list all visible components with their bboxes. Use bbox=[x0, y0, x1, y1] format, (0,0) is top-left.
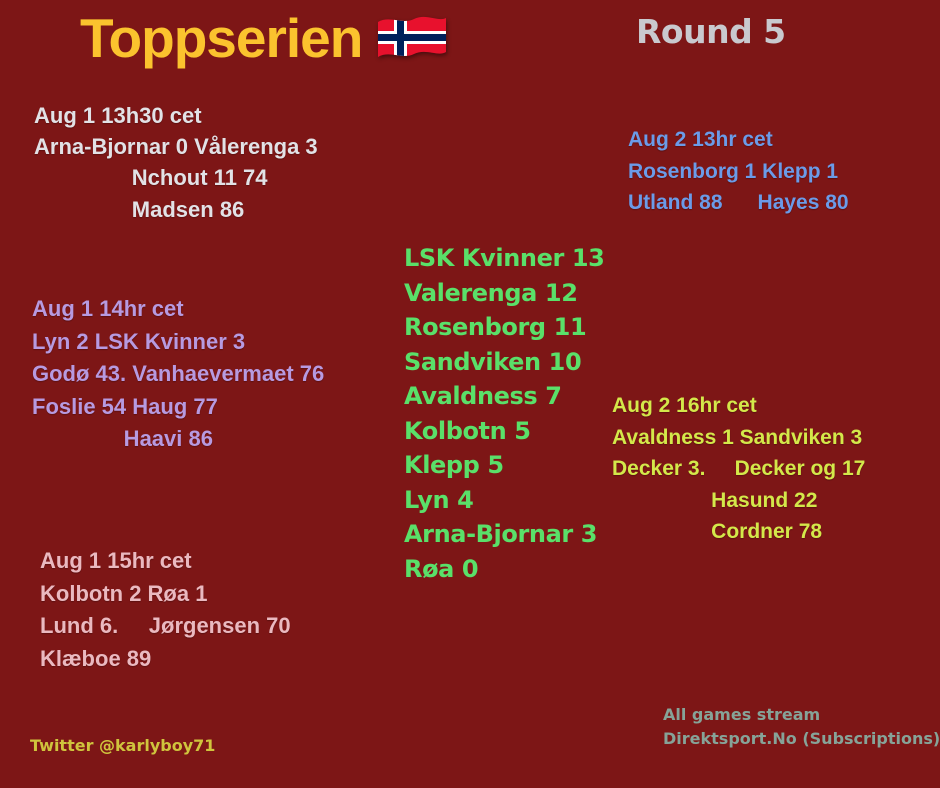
standings-row: Lyn 4 bbox=[404, 485, 474, 514]
page-title: Toppserien bbox=[80, 7, 363, 69]
stream-note-line2: Direktsport.No (Subscriptions) bbox=[663, 729, 940, 748]
standings-row: Rosenborg 11 bbox=[404, 313, 587, 342]
match-line: Aug 1 13h30 cet bbox=[34, 103, 202, 128]
standings-row: Sandviken 10 bbox=[404, 347, 582, 376]
match-line: Aug 1 15hr cet bbox=[40, 548, 192, 573]
twitter-handle: Twitter @karlyboy71 bbox=[30, 736, 216, 755]
stream-note: All games stream Direktsport.No (Subscri… bbox=[663, 703, 940, 751]
round-label: Round 5 bbox=[636, 12, 786, 51]
title-row: Toppserien bbox=[80, 6, 448, 70]
norway-flag-icon bbox=[376, 13, 448, 63]
match-line: Hasund 22 bbox=[612, 488, 818, 512]
match-line: Avaldness 1 Sandviken 3 bbox=[612, 425, 863, 449]
match-line: Kolbotn 2 Røa 1 bbox=[40, 580, 208, 606]
match-line: Madsen 86 bbox=[34, 196, 245, 222]
match-line: Godø 43. Vanhaevermaet 76 bbox=[32, 361, 325, 387]
match-block-avaldness-sandviken: Aug 2 16hr cet Avaldness 1 Sandviken 3 D… bbox=[612, 390, 865, 548]
match-block-rosenborg-klepp: Aug 2 13hr cet Rosenborg 1 Klepp 1 Utlan… bbox=[628, 124, 849, 219]
standings-row: Avaldness 7 bbox=[404, 382, 562, 411]
match-block-lyn-lsk-kvinner: Aug 1 14hr cet Lyn 2 LSK Kvinner 3 Godø … bbox=[32, 293, 324, 456]
match-line: Foslie 54 Haug 77 bbox=[32, 393, 218, 419]
standings-row: Arna-Bjornar 3 bbox=[404, 520, 598, 549]
match-line: Arna-Bjornar 0 Vålerenga 3 bbox=[34, 134, 318, 160]
standings-row: Kolbotn 5 bbox=[404, 416, 531, 445]
stream-note-line1: All games stream bbox=[663, 705, 821, 724]
match-line: Nchout 11 74 bbox=[34, 165, 268, 191]
match-line: Cordner 78 bbox=[612, 520, 823, 543]
match-block-kolbotn-roa: Aug 1 15hr cet Kolbotn 2 Røa 1 Lund 6. J… bbox=[40, 545, 291, 675]
standings-row: LSK Kvinner 13 bbox=[404, 244, 605, 272]
match-line: Aug 1 14hr cet bbox=[32, 296, 184, 321]
match-line: Aug 2 16hr cet bbox=[612, 394, 757, 417]
standings-table: LSK Kvinner 13 Valerenga 12 Rosenborg 11… bbox=[404, 241, 605, 586]
match-line: Haavi 86 bbox=[32, 426, 213, 452]
match-line: Aug 2 13hr cet bbox=[628, 128, 773, 151]
standings-row: Valerenga 12 bbox=[404, 278, 578, 307]
match-line: Decker 3. Decker og 17 bbox=[612, 457, 866, 480]
match-line: Rosenborg 1 Klepp 1 bbox=[628, 159, 839, 183]
match-line: Klæboe 89 bbox=[40, 645, 152, 671]
standings-row: Røa 0 bbox=[404, 554, 479, 583]
standings-row: Klepp 5 bbox=[404, 451, 504, 480]
match-line: Utland 88 Hayes 80 bbox=[628, 191, 849, 214]
match-block-arna-bjornar-valerenga: Aug 1 13h30 cet Arna-Bjornar 0 Vålerenga… bbox=[34, 100, 318, 225]
match-line: Lyn 2 LSK Kvinner 3 bbox=[32, 328, 246, 354]
match-line: Lund 6. Jørgensen 70 bbox=[40, 613, 291, 639]
